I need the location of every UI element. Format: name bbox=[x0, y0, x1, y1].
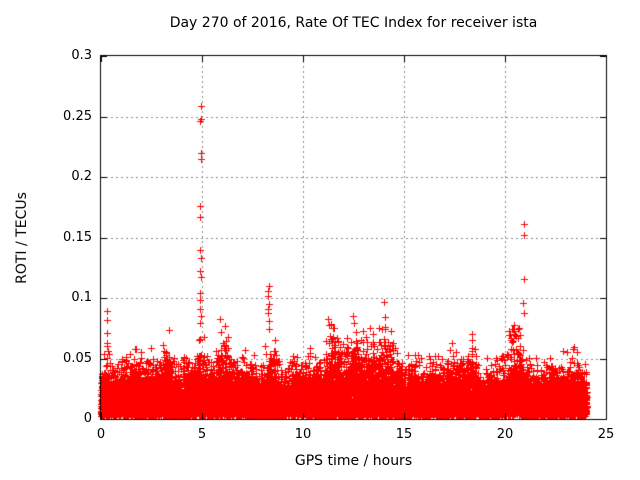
x-tick-label: 25 bbox=[597, 427, 615, 442]
x-tick-label: 5 bbox=[197, 427, 207, 442]
y-tick-label: 0.2 bbox=[71, 169, 92, 184]
x-tick-label: 10 bbox=[294, 427, 312, 442]
y-tick-label: 0 bbox=[83, 411, 92, 426]
y-tick-label: 0.1 bbox=[71, 290, 92, 305]
x-tick-label: 0 bbox=[96, 427, 106, 442]
y-tick-label: 0.05 bbox=[63, 351, 92, 366]
chart-title: Day 270 of 2016, Rate Of TEC Index for r… bbox=[169, 15, 538, 31]
x-tick-label: 15 bbox=[395, 427, 413, 442]
y-tick-label: 0.15 bbox=[63, 230, 92, 245]
x-axis-label: GPS time / hours bbox=[294, 453, 413, 469]
y-tick-label: 0.3 bbox=[71, 48, 92, 63]
y-tick-label: 0.25 bbox=[63, 109, 92, 124]
x-tick-label: 20 bbox=[496, 427, 514, 442]
